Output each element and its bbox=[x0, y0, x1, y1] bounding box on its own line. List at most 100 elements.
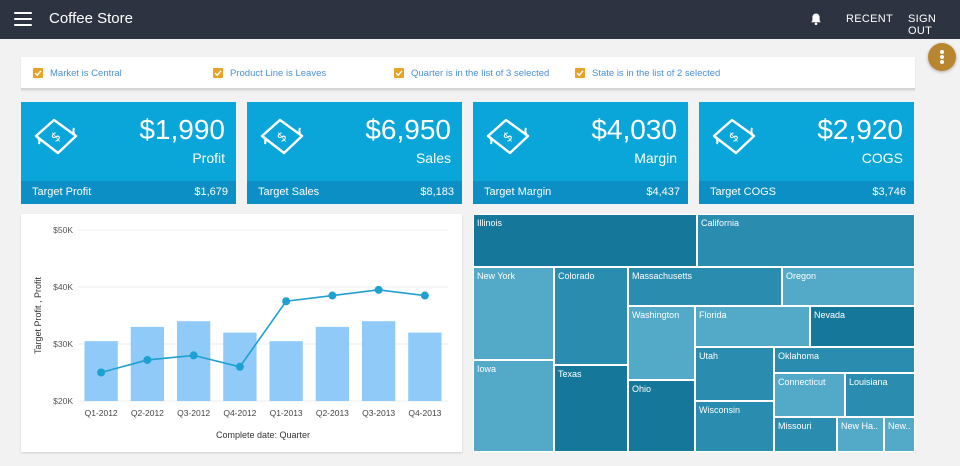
target-value: $3,746 bbox=[872, 186, 906, 198]
kpi-footer: Target COGS $3,746 bbox=[699, 181, 914, 204]
treemap-tile[interactable]: New.. bbox=[884, 417, 915, 452]
kpi-card-sales[interactable]: $ $6,950 Sales Target Sales $8,183 bbox=[247, 102, 462, 204]
y-axis-title: Target Profit , Profit bbox=[33, 276, 43, 354]
treemap-tile-label: Colorado bbox=[558, 271, 595, 281]
kpi-value: $2,920 bbox=[817, 114, 903, 145]
line-point bbox=[97, 368, 106, 377]
checkbox-icon[interactable] bbox=[33, 68, 43, 78]
y-tick-label: $20K bbox=[53, 396, 73, 406]
money-icon: $ bbox=[260, 118, 304, 155]
treemap-tile-label: Texas bbox=[558, 369, 582, 379]
sign-out-link[interactable]: SIGN OUT bbox=[908, 13, 937, 37]
treemap-tile-label: New Ha.. bbox=[841, 421, 879, 431]
treemap-tile[interactable]: Utah bbox=[695, 347, 774, 401]
x-tick-label: Q1-2012 bbox=[85, 408, 118, 418]
money-icon: $ bbox=[486, 118, 530, 155]
filter-label: Quarter is in the list of 3 selected bbox=[411, 68, 550, 79]
kpi-footer: Target Margin $4,437 bbox=[473, 181, 688, 204]
treemap-tile[interactable]: Nevada bbox=[810, 306, 915, 347]
treemap-tile-label: Massachusetts bbox=[632, 271, 693, 281]
target-value: $1,679 bbox=[194, 186, 228, 198]
treemap-tile[interactable]: Oregon bbox=[782, 267, 915, 306]
kpi-card-cogs[interactable]: $ $2,920 COGS Target COGS $3,746 bbox=[699, 102, 914, 204]
treemap-tile[interactable]: Massachusetts bbox=[628, 267, 782, 306]
kpi-value: $1,990 bbox=[139, 114, 225, 145]
treemap-tile[interactable]: Washington bbox=[628, 306, 695, 380]
app-title: Coffee Store bbox=[49, 10, 133, 27]
x-tick-label: Q4-2012 bbox=[223, 408, 256, 418]
treemap-tile[interactable]: Illinois bbox=[473, 214, 697, 267]
x-tick-label: Q4-2013 bbox=[408, 408, 441, 418]
line-point bbox=[420, 291, 429, 300]
profit-chart-card: $20K $30K $40K $50K Q1-2012 Q2-2012 Q3-2012 Q4-… bbox=[21, 214, 462, 452]
x-axis-title: Complete date: Quarter bbox=[216, 430, 310, 440]
recent-link[interactable]: RECENT bbox=[846, 13, 894, 25]
treemap-tile-label: Oregon bbox=[786, 271, 817, 281]
line-point bbox=[235, 362, 244, 371]
treemap-tile[interactable]: Texas bbox=[554, 365, 628, 452]
money-icon: $ bbox=[34, 118, 78, 155]
svg-text:$: $ bbox=[500, 129, 516, 146]
treemap-tile[interactable]: Wisconsin bbox=[695, 401, 774, 452]
target-value: $8,183 bbox=[420, 186, 454, 198]
treemap-tile[interactable]: Colorado bbox=[554, 267, 628, 365]
bar bbox=[315, 326, 350, 401]
target-label: Target Margin bbox=[484, 186, 552, 198]
target-value: $4,437 bbox=[646, 186, 680, 198]
treemap-tile-label: Illinois bbox=[477, 218, 503, 228]
filter-label: Market is Central bbox=[50, 68, 122, 79]
treemap-tile[interactable]: Missouri bbox=[774, 417, 837, 452]
treemap-tile-label: Iowa bbox=[477, 364, 497, 374]
line-point bbox=[328, 291, 337, 300]
treemap-tile[interactable]: New York bbox=[473, 267, 554, 360]
x-tick-label: Q2-2012 bbox=[131, 408, 164, 418]
treemap-tile[interactable]: Oklahoma bbox=[774, 347, 915, 373]
treemap-tile[interactable]: Ohio bbox=[628, 380, 695, 452]
treemap-tile[interactable]: Louisiana bbox=[845, 373, 915, 417]
menu-icon[interactable] bbox=[14, 12, 32, 26]
kpi-card-profit[interactable]: $ $1,990 Profit Target Profit $1,679 bbox=[21, 102, 236, 204]
checkbox-icon[interactable] bbox=[575, 68, 585, 78]
svg-text:$: $ bbox=[726, 129, 742, 146]
treemap-tile-label: Nevada bbox=[814, 310, 846, 320]
kpi-label: COGS bbox=[861, 150, 903, 166]
treemap-tile-label: California bbox=[701, 218, 740, 228]
treemap-tile-label: Oklahoma bbox=[778, 351, 820, 361]
y-tick-label: $40K bbox=[53, 282, 73, 292]
kpi-label: Profit bbox=[192, 150, 225, 166]
checkbox-icon[interactable] bbox=[213, 68, 223, 78]
bell-icon[interactable] bbox=[809, 12, 823, 26]
y-tick-label: $30K bbox=[53, 339, 73, 349]
treemap-tile[interactable]: Iowa bbox=[473, 360, 554, 452]
treemap-tile[interactable]: New Ha.. bbox=[837, 417, 884, 452]
treemap-tile-label: Wisconsin bbox=[699, 405, 741, 415]
kpi-label: Margin bbox=[634, 150, 677, 166]
kpi-footer: Target Sales $8,183 bbox=[247, 181, 462, 204]
treemap-tile-label: New.. bbox=[888, 421, 911, 431]
filter-label: State is in the list of 2 selected bbox=[592, 68, 721, 79]
treemap-tile[interactable]: California bbox=[697, 214, 915, 267]
treemap-tile-label: Ohio bbox=[632, 384, 652, 394]
line-point bbox=[143, 355, 152, 364]
line-point bbox=[189, 351, 198, 360]
treemap-tile-label: New York bbox=[477, 271, 516, 281]
bar bbox=[408, 332, 442, 401]
treemap-tile-label: Louisiana bbox=[849, 377, 888, 387]
kpi-label: Sales bbox=[415, 150, 451, 166]
money-icon: $ bbox=[712, 118, 756, 155]
kpi-value: $4,030 bbox=[591, 114, 677, 145]
x-tick-label: Q3-2013 bbox=[362, 408, 395, 418]
x-tick-label: Q2-2013 bbox=[316, 408, 349, 418]
x-tick-label: Q3-2012 bbox=[177, 408, 210, 418]
treemap-tile[interactable]: Florida bbox=[695, 306, 810, 347]
target-label: Target COGS bbox=[710, 186, 777, 198]
filter-bar: Market is Central Product Line is Leaves… bbox=[21, 57, 915, 90]
kpi-value: $6,950 bbox=[365, 114, 451, 145]
treemap-tile[interactable]: Connecticut bbox=[774, 373, 845, 417]
x-tick-label: Q1-2013 bbox=[270, 408, 303, 418]
checkbox-icon[interactable] bbox=[394, 68, 404, 78]
more-options-button[interactable] bbox=[928, 43, 956, 71]
bar bbox=[176, 321, 211, 401]
kpi-card-margin[interactable]: $ $4,030 Margin Target Margin $4,437 bbox=[473, 102, 688, 204]
filter-label: Product Line is Leaves bbox=[230, 68, 327, 79]
